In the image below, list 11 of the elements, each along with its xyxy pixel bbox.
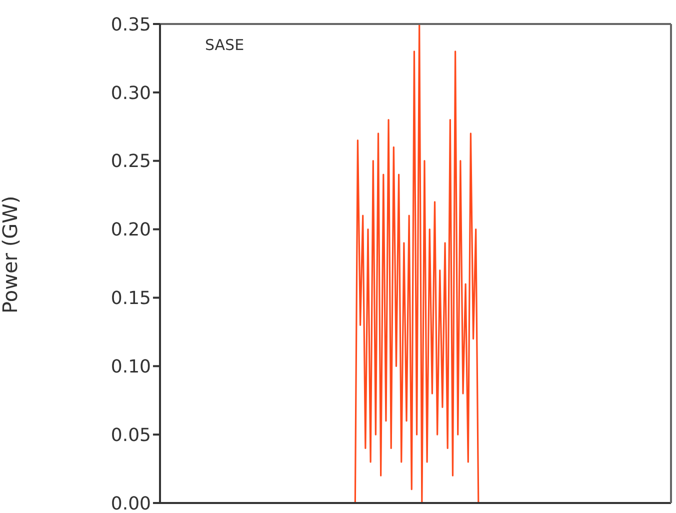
y-tick-label: 0.00 — [110, 493, 151, 513]
y-tick-label: 0.20 — [110, 220, 151, 241]
y-tick-label: 0.10 — [110, 356, 151, 378]
y-tick-label: 0.15 — [110, 288, 151, 310]
y-tick-label: 0.35 — [110, 14, 151, 36]
y-axis-title: Power (GW) — [0, 196, 22, 314]
y-tick-label: 0.25 — [110, 151, 151, 172]
y-tick-label: 0.30 — [110, 82, 151, 104]
annotation: SASE — [205, 36, 244, 54]
line-series — [354, 24, 480, 503]
y-tick-label: 0.05 — [110, 424, 151, 446]
